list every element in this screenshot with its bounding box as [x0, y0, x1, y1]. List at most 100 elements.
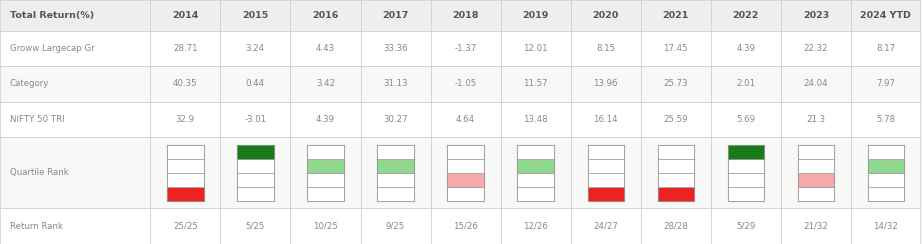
Bar: [220, 208, 290, 244]
Bar: [501, 66, 571, 102]
Text: 16.14: 16.14: [594, 115, 618, 124]
Bar: [727, 159, 764, 173]
Bar: [431, 137, 501, 208]
Bar: [361, 208, 431, 244]
Text: 3.42: 3.42: [316, 79, 335, 88]
Bar: [361, 0, 431, 30]
Text: 13.48: 13.48: [524, 115, 548, 124]
Text: 0.44: 0.44: [246, 79, 265, 88]
Bar: [571, 137, 641, 208]
Bar: [641, 66, 711, 102]
Bar: [851, 137, 920, 208]
Bar: [290, 137, 361, 208]
Bar: [571, 0, 641, 30]
Bar: [781, 30, 851, 66]
Text: 28/28: 28/28: [664, 222, 688, 231]
Bar: [0, 0, 150, 30]
Text: 30.27: 30.27: [384, 115, 408, 124]
Text: 14/32: 14/32: [873, 222, 898, 231]
Bar: [571, 30, 641, 66]
Bar: [517, 173, 554, 187]
Bar: [307, 159, 344, 173]
Bar: [851, 30, 920, 66]
Bar: [167, 145, 204, 201]
Text: 4.39: 4.39: [737, 44, 755, 53]
Text: 8.15: 8.15: [597, 44, 615, 53]
Text: 25.73: 25.73: [664, 79, 688, 88]
Bar: [798, 145, 834, 201]
Text: 40.35: 40.35: [173, 79, 197, 88]
Bar: [781, 102, 851, 137]
Text: 11.57: 11.57: [524, 79, 548, 88]
Text: 21/32: 21/32: [804, 222, 828, 231]
Bar: [307, 145, 344, 159]
Bar: [798, 159, 834, 173]
Bar: [361, 137, 431, 208]
Bar: [641, 102, 711, 137]
Bar: [501, 137, 571, 208]
Bar: [150, 137, 220, 208]
Text: 2014: 2014: [172, 11, 198, 20]
Bar: [167, 159, 204, 173]
Bar: [868, 159, 904, 173]
Bar: [431, 102, 501, 137]
Text: 2017: 2017: [383, 11, 408, 20]
Text: 2023: 2023: [803, 11, 829, 20]
Bar: [868, 145, 904, 201]
Text: 2022: 2022: [733, 11, 759, 20]
Text: 28.71: 28.71: [173, 44, 197, 53]
Text: Return Rank: Return Rank: [10, 222, 63, 231]
Bar: [587, 159, 624, 173]
Text: 2020: 2020: [593, 11, 619, 20]
Bar: [290, 30, 361, 66]
Text: 2015: 2015: [242, 11, 268, 20]
Text: 24/27: 24/27: [594, 222, 618, 231]
Bar: [237, 173, 274, 187]
Text: 25.59: 25.59: [664, 115, 688, 124]
Bar: [220, 137, 290, 208]
Bar: [377, 159, 414, 173]
Bar: [220, 102, 290, 137]
Bar: [0, 30, 150, 66]
Bar: [431, 208, 501, 244]
Bar: [868, 187, 904, 201]
Text: 32.9: 32.9: [176, 115, 195, 124]
Bar: [150, 0, 220, 30]
Bar: [431, 0, 501, 30]
Bar: [501, 102, 571, 137]
Text: 5/29: 5/29: [737, 222, 755, 231]
Bar: [237, 145, 274, 201]
Bar: [711, 137, 781, 208]
Bar: [798, 145, 834, 159]
Text: 10/25: 10/25: [313, 222, 337, 231]
Bar: [0, 137, 150, 208]
Bar: [851, 0, 920, 30]
Bar: [711, 208, 781, 244]
Bar: [711, 66, 781, 102]
Bar: [587, 145, 624, 201]
Bar: [657, 159, 694, 173]
Bar: [501, 0, 571, 30]
Bar: [571, 102, 641, 137]
Text: 4.43: 4.43: [316, 44, 335, 53]
Bar: [307, 187, 344, 201]
Text: 2021: 2021: [663, 11, 689, 20]
Bar: [641, 208, 711, 244]
Bar: [290, 208, 361, 244]
Bar: [571, 208, 641, 244]
Bar: [290, 66, 361, 102]
Bar: [361, 30, 431, 66]
Bar: [237, 145, 274, 159]
Bar: [150, 66, 220, 102]
Bar: [237, 187, 274, 201]
Text: 33.36: 33.36: [384, 44, 408, 53]
Text: 31.13: 31.13: [384, 79, 408, 88]
Text: 12.01: 12.01: [524, 44, 548, 53]
Bar: [307, 145, 344, 201]
Bar: [851, 208, 920, 244]
Bar: [868, 145, 904, 159]
Text: 9/25: 9/25: [386, 222, 405, 231]
Text: 5.78: 5.78: [876, 115, 895, 124]
Text: 2016: 2016: [313, 11, 338, 20]
Bar: [150, 30, 220, 66]
